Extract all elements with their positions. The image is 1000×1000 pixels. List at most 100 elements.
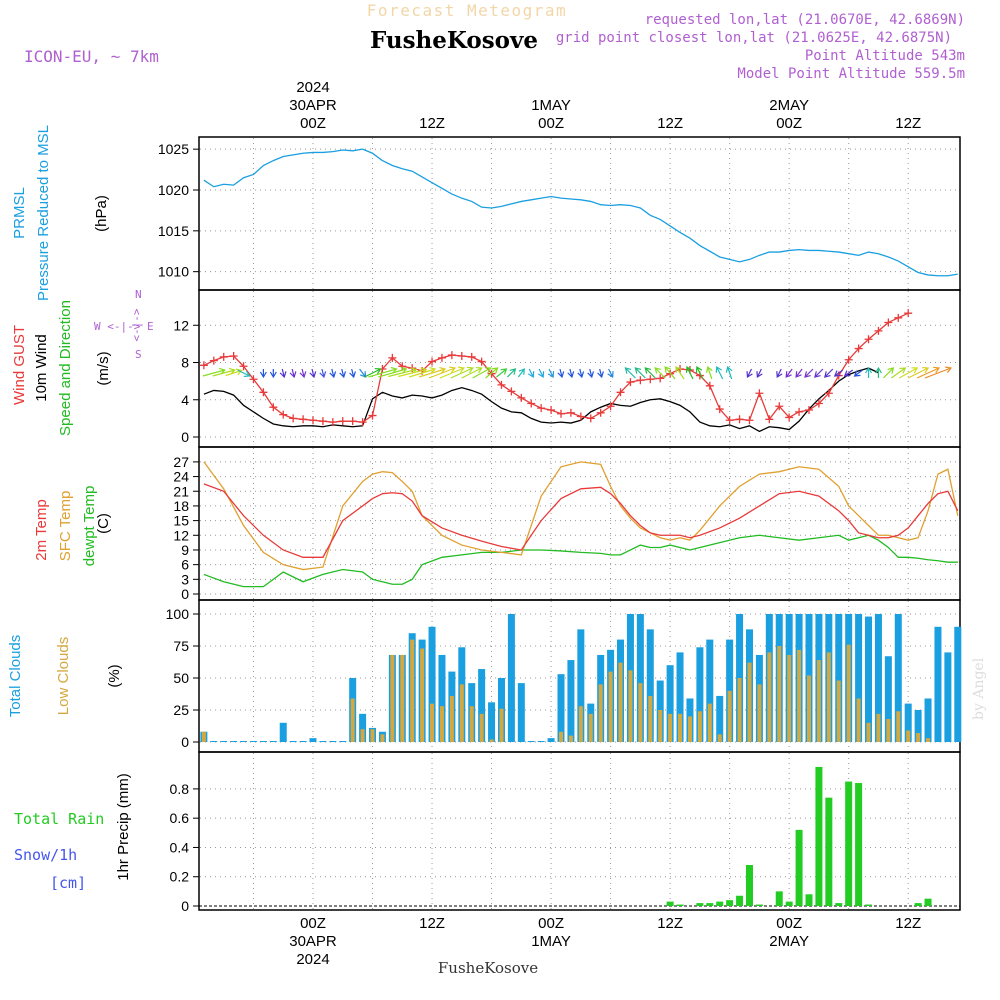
- rain-bar: [736, 895, 744, 906]
- wind-arrow: [725, 365, 733, 380]
- wind-arrow: [634, 367, 646, 379]
- low-cloud-bar: [648, 695, 653, 742]
- unit-label: (C): [95, 513, 112, 534]
- wind-arrow: [715, 365, 724, 380]
- y-tick-label: 9: [181, 542, 189, 558]
- y-tick-label: 0: [181, 429, 189, 445]
- total-cloud-bar: [904, 703, 912, 742]
- gust-marker: [398, 362, 407, 371]
- series-line: [203, 461, 959, 571]
- gust-marker: [259, 388, 268, 397]
- rain-bar: [865, 904, 873, 906]
- y-tick-label: 12: [173, 317, 189, 333]
- low-cloud-bar: [777, 646, 782, 742]
- gust-marker: [566, 408, 575, 417]
- wind-arrow: [461, 366, 483, 379]
- series-line: [203, 534, 958, 588]
- wind-arrow: [853, 369, 863, 377]
- wind-arrow: [824, 368, 834, 378]
- direction-label: Speed and Direction: [57, 300, 74, 436]
- wind-arrow: [279, 368, 287, 379]
- gust-marker: [814, 399, 823, 408]
- low-cloud-bar: [906, 730, 911, 742]
- compass-label: N: [135, 288, 142, 301]
- total-cloud-bar: [537, 741, 545, 742]
- y-tick-label: 1010: [158, 264, 189, 280]
- 10m-wind-series: [203, 367, 879, 433]
- wind-arrow: [814, 368, 824, 378]
- total-cloud-bar: [716, 695, 724, 742]
- gust-marker: [537, 404, 546, 413]
- gust-marker: [309, 416, 317, 425]
- gust-marker: [854, 344, 863, 353]
- panel-frame: [198, 751, 961, 911]
- rain-legend: Total Rain: [14, 810, 104, 828]
- dewpt-label: dewpt Temp: [81, 486, 98, 567]
- time-tick-label: 1MAY: [531, 933, 571, 950]
- total-cloud-bar: [210, 741, 218, 742]
- low-cloud-bar: [826, 652, 831, 742]
- rain-bar: [785, 901, 793, 906]
- time-tick-label: 2024: [296, 79, 329, 96]
- gust-marker: [428, 357, 437, 366]
- total-cloud-bar: [359, 713, 367, 742]
- low-cloud-bar: [479, 713, 484, 742]
- time-tick-label: 12Z: [895, 115, 921, 132]
- low-cloud-bar: [499, 708, 504, 742]
- time-tick-label: 00Z: [538, 915, 564, 932]
- low-cloud-bar: [469, 706, 474, 742]
- total-cloud-bar: [666, 665, 674, 742]
- gust-marker: [874, 326, 883, 335]
- wind-arrow: [329, 368, 337, 379]
- low-cloud-bar: [568, 735, 573, 742]
- wind-arrow: [874, 366, 882, 378]
- low-cloud-bar: [846, 644, 851, 742]
- wind-direction-arrows: [202, 365, 953, 380]
- low-cloud-bar: [856, 698, 861, 742]
- 2m-temp-series: [203, 483, 959, 558]
- low-cloud-bar: [430, 703, 435, 742]
- total-cloud-bar: [517, 683, 525, 742]
- series-line: [203, 312, 909, 423]
- low-cloud-bar: [757, 684, 762, 742]
- unit-label: (m/s): [95, 351, 112, 385]
- wind-arrow: [587, 368, 595, 379]
- cloud-bars: [200, 614, 962, 742]
- total-cloud-bar: [577, 629, 585, 742]
- wind-arrow: [557, 368, 565, 379]
- total-cloud-bar: [874, 614, 882, 742]
- wind-arrow: [685, 365, 694, 380]
- wind-arrow: [795, 368, 803, 378]
- time-tick-label: 12Z: [419, 915, 445, 932]
- time-tick-label: 12Z: [895, 915, 921, 932]
- panels: 1010101510201025(hPa)04812(m/s)036912151…: [7, 125, 962, 914]
- low-cloud-bar: [439, 706, 444, 742]
- time-tick-label: 30APR: [289, 97, 337, 114]
- gust-marker: [477, 357, 486, 366]
- series-line: [203, 367, 879, 433]
- time-tick-label: 00Z: [776, 915, 802, 932]
- wind-arrow: [349, 368, 356, 379]
- gust-marker: [527, 399, 536, 408]
- wind-arrow: [269, 369, 277, 379]
- low-cloud-bar: [697, 711, 702, 742]
- time-tick-label: 00Z: [300, 115, 326, 132]
- prmsl-series: [203, 148, 958, 277]
- low-cloud-bar: [886, 718, 891, 742]
- time-tick-label: 00Z: [538, 115, 564, 132]
- gust-marker: [765, 415, 774, 424]
- wind-arrow: [577, 368, 585, 379]
- total-cloud-bar: [230, 741, 238, 742]
- gust-marker: [318, 417, 327, 426]
- wind-arrow: [418, 367, 447, 378]
- rain-bar: [825, 797, 833, 906]
- rain-bar: [706, 903, 714, 906]
- y-tick-label: 12: [173, 527, 189, 543]
- wind-arrow: [319, 368, 327, 379]
- total-cloud-bar: [944, 652, 952, 742]
- total-cloud-label: Total Clouds: [7, 635, 24, 718]
- y-tick-label: 0.2: [170, 869, 190, 885]
- time-tick-label: 00Z: [300, 915, 326, 932]
- wind-arrow: [364, 367, 382, 378]
